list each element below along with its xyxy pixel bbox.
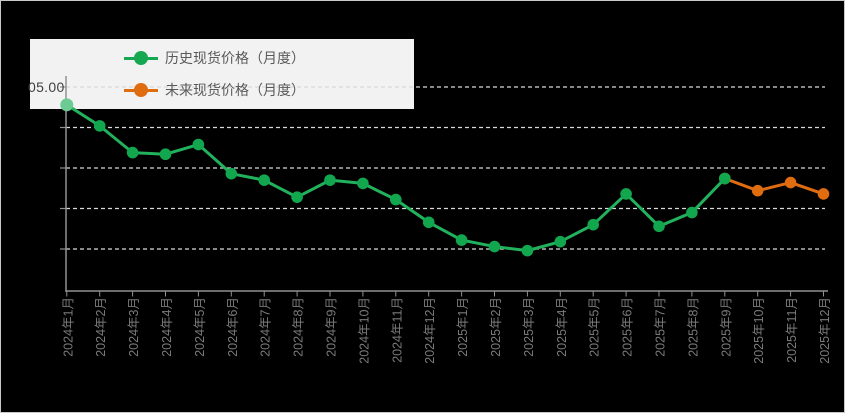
x-axis-label: 2025年3月: [522, 297, 536, 357]
legend-item-historical[interactable]: 历史现货价格（月度）: [124, 44, 414, 72]
data-point-historical: [422, 216, 435, 229]
data-point-historical: [488, 240, 501, 253]
x-axis-label: 2025年6月: [621, 297, 635, 357]
x-axis-label: 2024年3月: [127, 297, 141, 357]
data-point-historical: [554, 235, 567, 248]
x-axis-label: 2024年2月: [94, 297, 108, 357]
legend-line-marker-icon: [124, 83, 158, 97]
x-axis-label: 2024年4月: [160, 297, 174, 357]
data-point-historical: [324, 174, 336, 186]
legend-line-marker-icon: [124, 51, 158, 65]
data-point-historical: [291, 191, 303, 203]
legend-item-label: 历史现货价格（月度）: [165, 50, 305, 66]
legend-background: [30, 39, 414, 109]
data-point-historical: [587, 218, 599, 231]
x-axis-label: 2025年5月: [588, 297, 602, 357]
x-axis-label: 2025年10月: [752, 297, 766, 364]
data-point-historical: [60, 98, 74, 112]
legend-item-label: 未来现货价格（月度）: [165, 82, 305, 98]
data-point-future: [751, 184, 764, 197]
data-point-historical: [686, 206, 698, 219]
x-axis-label: 2024年8月: [292, 297, 306, 357]
x-axis-label: 2024年5月: [193, 297, 207, 357]
x-axis-label: 2024年10月: [357, 297, 371, 364]
x-axis-label: 2024年7月: [259, 297, 273, 357]
series-line-historical: [65, 103, 727, 253]
data-point-historical: [455, 234, 468, 246]
x-axis-label: 2024年11月: [390, 297, 404, 363]
data-point-historical: [719, 172, 731, 185]
x-axis-label: 2024年6月: [226, 297, 240, 357]
data-point-historical: [159, 148, 172, 161]
x-axis-label: 2025年2月: [489, 297, 503, 357]
x-axis-label: 2025年9月: [719, 297, 733, 357]
data-point-historical: [192, 138, 205, 151]
x-axis-label: 2025年12月: [818, 297, 832, 364]
data-point-historical: [258, 174, 271, 186]
x-axis-label: 2024年1月: [61, 297, 75, 357]
x-axis-label: 2025年7月: [654, 297, 668, 357]
x-axis-label: 2025年11月: [785, 297, 799, 363]
series-line-future: [723, 177, 825, 196]
data-point-historical: [653, 220, 665, 233]
legend: 历史现货价格（月度） 未来现货价格（月度）: [30, 39, 414, 109]
x-axis-label: 2025年1月: [456, 297, 470, 357]
data-point-future: [784, 176, 797, 189]
data-point-historical: [620, 188, 632, 200]
x-axis-label: 2024年12月: [423, 297, 437, 364]
x-axis-label: 2024年9月: [325, 297, 339, 357]
y-axis-tick-label: 05.00: [28, 79, 65, 95]
data-point-historical: [225, 167, 238, 180]
data-point-future: [817, 188, 830, 200]
x-axis-label: 2025年4月: [555, 297, 569, 357]
data-point-historical: [357, 177, 369, 190]
legend-item-future[interactable]: 未来现货价格（月度）: [124, 76, 414, 104]
data-point-historical: [126, 146, 139, 159]
data-point-historical: [93, 120, 106, 132]
data-point-historical: [390, 193, 402, 206]
data-point-historical: [521, 244, 534, 257]
x-axis-label: 2025年8月: [686, 297, 700, 357]
